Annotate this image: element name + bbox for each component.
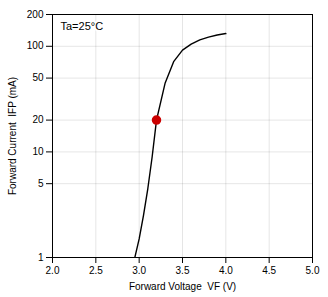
svg-text:2.0: 2.0 xyxy=(46,265,60,276)
svg-text:5: 5 xyxy=(38,178,44,189)
svg-text:100: 100 xyxy=(27,40,44,51)
svg-text:4.5: 4.5 xyxy=(262,265,276,276)
svg-text:10: 10 xyxy=(32,146,44,157)
svg-text:20: 20 xyxy=(32,114,44,125)
svg-text:Ta=25°C: Ta=25°C xyxy=(61,20,104,32)
svg-text:1: 1 xyxy=(38,252,44,263)
svg-text:50: 50 xyxy=(32,72,44,83)
svg-text:4.0: 4.0 xyxy=(219,265,233,276)
svg-text:200: 200 xyxy=(27,9,44,20)
svg-text:2.5: 2.5 xyxy=(89,265,103,276)
svg-text:3.5: 3.5 xyxy=(176,265,190,276)
svg-text:3.0: 3.0 xyxy=(132,265,146,276)
svg-text:5.0: 5.0 xyxy=(306,265,320,276)
svg-text:Forward Current IFP (mA): Forward Current IFP (mA) xyxy=(7,77,18,195)
svg-text:Forward Voltage VF (V): Forward Voltage VF (V) xyxy=(129,281,236,292)
